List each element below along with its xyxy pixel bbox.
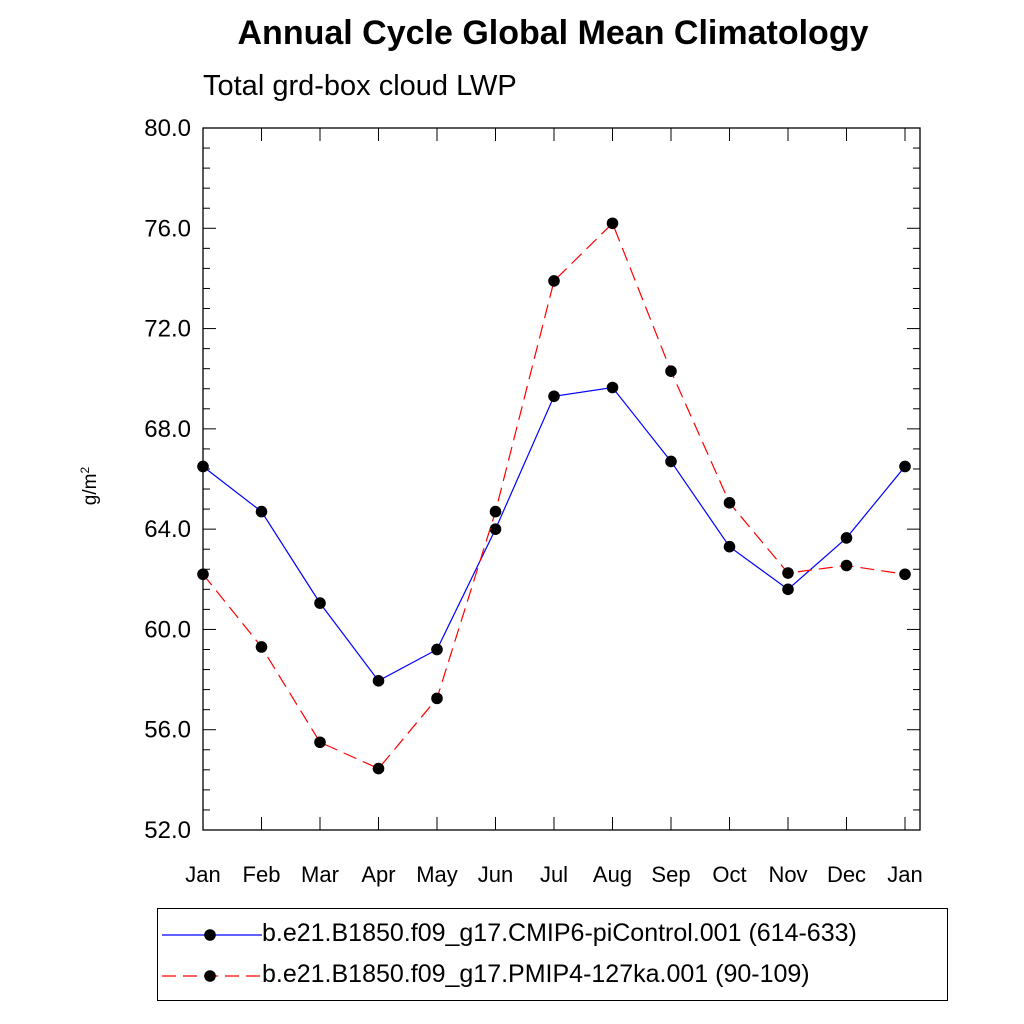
series-2-point bbox=[840, 559, 853, 572]
series-2-point bbox=[489, 505, 502, 518]
series-1-point bbox=[255, 505, 268, 518]
series-1-point bbox=[782, 583, 794, 596]
x-tick-label: Mar bbox=[301, 862, 339, 887]
series-1-point bbox=[840, 532, 853, 544]
series-1-point bbox=[665, 455, 677, 468]
series-1-point bbox=[314, 597, 326, 609]
x-tick-label: Apr bbox=[361, 862, 395, 887]
y-tick-label: 56.0 bbox=[144, 717, 191, 744]
series-2-point bbox=[431, 692, 443, 705]
series-2-point bbox=[314, 736, 326, 749]
y-tick-label: 68.0 bbox=[144, 416, 191, 443]
series-1-point bbox=[548, 390, 560, 403]
series-2-point bbox=[606, 217, 619, 230]
x-tick-label: Sep bbox=[651, 862, 690, 887]
x-tick-label: May bbox=[416, 862, 458, 887]
chart-title: Annual Cycle Global Mean Climatology bbox=[237, 14, 869, 52]
series-2-point bbox=[723, 497, 736, 509]
y-tick-label: 60.0 bbox=[144, 616, 191, 643]
y-tick-label: 80.0 bbox=[144, 115, 191, 142]
x-tick-label: Feb bbox=[243, 862, 281, 887]
series-1-point bbox=[431, 643, 443, 656]
x-tick-label: Jun bbox=[478, 862, 513, 887]
series-1-point bbox=[899, 460, 911, 473]
series-2-point bbox=[665, 365, 677, 377]
y-tick-label: 76.0 bbox=[144, 215, 191, 242]
y-tick-label: 72.0 bbox=[144, 316, 191, 343]
plot-frame bbox=[202, 127, 921, 831]
chart-subtitle: Total grd-box cloud LWP bbox=[203, 70, 517, 102]
x-tick-label: Jul bbox=[540, 862, 568, 887]
series-2-point bbox=[899, 568, 911, 581]
series-2-point bbox=[255, 641, 268, 653]
legend bbox=[157, 908, 948, 1001]
series-line-1 bbox=[202, 386, 906, 682]
x-tick-label: Jan bbox=[887, 862, 922, 887]
series-1-point bbox=[197, 460, 209, 473]
y-tick-label: 52.0 bbox=[144, 817, 191, 844]
legend-marker-series-2 bbox=[204, 970, 216, 982]
legend-label-series-2: b.e21.B1850.f09_g17.PMIP4-127ka.001 (90-… bbox=[262, 960, 810, 988]
x-tick-label: Aug bbox=[593, 862, 632, 887]
series-line-2 bbox=[202, 222, 906, 770]
series-1-point bbox=[489, 523, 502, 535]
series-2-point bbox=[782, 567, 794, 579]
series-2-point bbox=[548, 275, 560, 287]
y-tick-label: 64.0 bbox=[144, 516, 191, 543]
series-2-point bbox=[197, 568, 209, 581]
series-1-point bbox=[372, 675, 385, 687]
x-tick-label: Dec bbox=[827, 862, 866, 887]
series-1-point bbox=[723, 540, 736, 553]
legend-label-series-1: b.e21.B1850.f09_g17.CMIP6-piControl.001 … bbox=[262, 919, 857, 947]
series-2-point bbox=[372, 762, 385, 775]
series-1-point bbox=[606, 381, 619, 394]
x-tick-label: Oct bbox=[712, 862, 746, 887]
legend-marker-series-1 bbox=[204, 929, 216, 941]
x-tick-label: Nov bbox=[768, 862, 807, 887]
x-tick-label: Jan bbox=[185, 862, 220, 887]
